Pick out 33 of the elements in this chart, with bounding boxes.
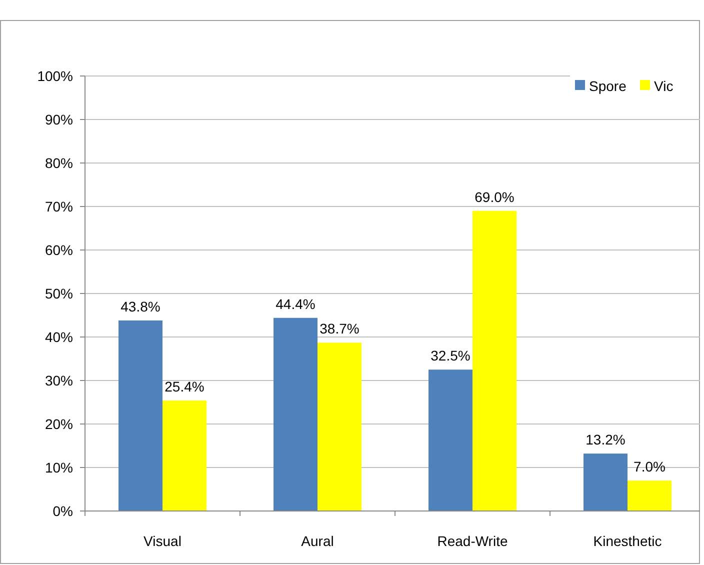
- bar: [428, 370, 472, 511]
- data-label: 69.0%: [474, 188, 514, 205]
- bar: [628, 480, 672, 511]
- bar: [472, 210, 516, 511]
- y-tick-label: 100%: [37, 68, 73, 84]
- y-tick-label: 60%: [44, 242, 73, 258]
- y-tick-label: 90%: [44, 111, 73, 128]
- x-tick-label: Aural: [301, 533, 334, 549]
- x-tick-label: Kinesthetic: [593, 533, 662, 549]
- y-tick-label: 30%: [44, 372, 73, 388]
- data-label: 38.7%: [320, 320, 360, 337]
- y-tick-label: 70%: [44, 198, 73, 214]
- bar: [584, 454, 628, 511]
- y-tick-label: 50%: [44, 285, 73, 302]
- y-tick-label: 40%: [44, 328, 73, 345]
- y-tick-label: 80%: [44, 154, 73, 171]
- bar: [318, 342, 362, 511]
- data-label: 32.5%: [430, 348, 470, 364]
- data-label: 7.0%: [634, 458, 666, 475]
- y-tick-label: 20%: [44, 416, 73, 432]
- data-label: 43.8%: [120, 298, 160, 314]
- x-tick-label: Read-Write: [437, 533, 508, 549]
- data-label: 25.4%: [164, 378, 204, 395]
- y-tick-label: 0%: [52, 502, 73, 519]
- x-tick-label: Visual: [144, 533, 182, 549]
- bar: [274, 318, 318, 511]
- legend-label: Spore: [589, 78, 627, 94]
- data-label: 13.2%: [586, 432, 626, 448]
- data-label: 44.4%: [276, 296, 316, 312]
- bar: [118, 320, 162, 511]
- bar: [162, 400, 206, 511]
- legend-label: Vic: [654, 78, 674, 94]
- y-tick-label: 10%: [44, 459, 73, 476]
